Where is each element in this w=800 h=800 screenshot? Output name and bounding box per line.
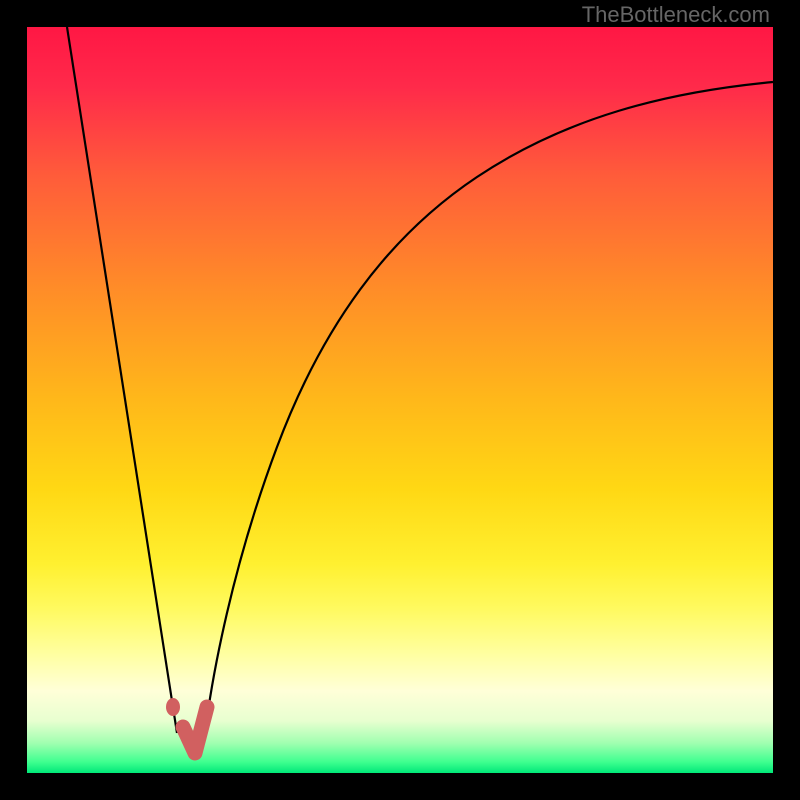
gradient-background: [27, 27, 773, 773]
chart-svg: [27, 27, 773, 773]
marker-dot: [166, 698, 180, 716]
chart-plot-area: [27, 27, 773, 773]
watermark-text: TheBottleneck.com: [582, 2, 770, 28]
